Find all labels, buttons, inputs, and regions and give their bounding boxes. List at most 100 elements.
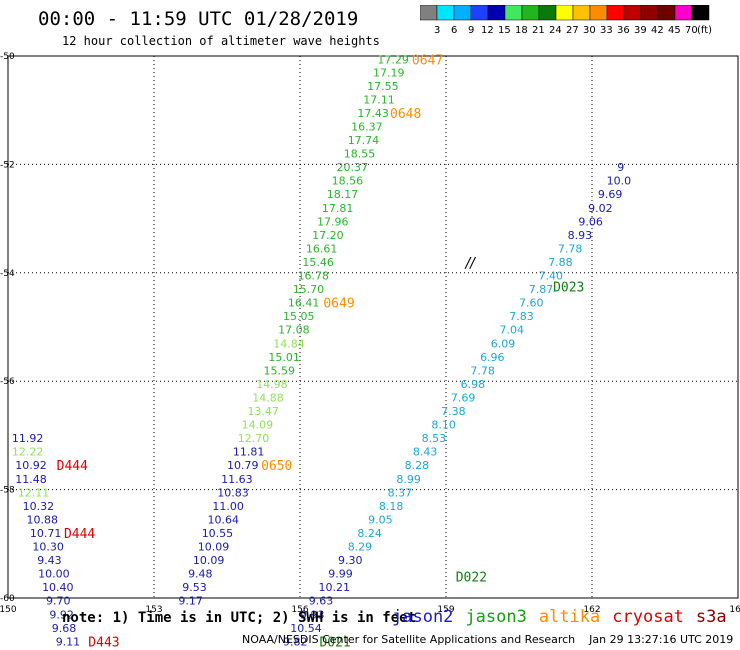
swh-point-label: 9 xyxy=(617,161,624,174)
swh-point-label: 7.38 xyxy=(441,405,466,418)
swh-point-label: 10.55 xyxy=(202,527,234,540)
pass-time-label: D444 xyxy=(64,527,95,542)
swh-point-label: 7.87 xyxy=(529,283,554,296)
swh-point-label: 16.78 xyxy=(298,270,330,283)
swh-point-label: 11.92 xyxy=(12,432,44,445)
swh-point-label: 10.92 xyxy=(15,459,47,472)
swh-point-label: 17.19 xyxy=(373,66,405,79)
swh-point-label: 10.00 xyxy=(38,568,70,581)
swh-point-label: 15.59 xyxy=(264,364,296,377)
swh-point-label: 8.29 xyxy=(348,541,373,554)
swh-point-label: 16.37 xyxy=(351,120,383,133)
pass-time-label: D021 xyxy=(319,635,350,650)
swh-point-label: 14.84 xyxy=(273,337,305,350)
swh-point-label: 10.71 xyxy=(30,527,62,540)
swh-point-label: 8.24 xyxy=(357,527,382,540)
color-scale-label: 36 xyxy=(617,25,630,36)
x-tick-label: 162 xyxy=(583,605,600,615)
swh-point-label: 8.53 xyxy=(422,432,447,445)
swh-point-label: 17.55 xyxy=(367,80,399,93)
swh-point-label: 9.30 xyxy=(338,554,363,567)
swh-point-label: 6.98 xyxy=(461,378,486,391)
color-scale-label: 18 xyxy=(515,25,528,36)
swh-point-label: 10.83 xyxy=(217,486,249,499)
color-scale-unit: (ft) xyxy=(697,25,712,36)
swh-point-label: 14.09 xyxy=(242,419,274,432)
chart-title: 00:00 - 11:59 UTC 01/28/2019 xyxy=(38,8,359,30)
swh-point-label: 9.70 xyxy=(46,595,71,608)
swh-point-label: 9.48 xyxy=(188,568,213,581)
color-scale-label: 27 xyxy=(566,25,579,36)
swh-point-label: 17.20 xyxy=(312,229,344,242)
footer-note: note: 1) Time is in UTC; 2) SWH is in fe… xyxy=(62,610,417,626)
swh-point-label: 7.60 xyxy=(519,297,544,310)
pass-time-label: D444 xyxy=(57,459,88,474)
swh-point-label: 10.32 xyxy=(23,500,54,513)
swh-point-label: 12.11 xyxy=(18,486,50,499)
satellite-legend: jason2 jason3 altika cryosat s3a xyxy=(392,607,739,627)
swh-point-label: 15.05 xyxy=(283,310,315,323)
swh-point-label: 9.05 xyxy=(368,513,393,526)
x-tick-label: 153 xyxy=(145,605,162,615)
swh-point-label: 10.09 xyxy=(198,541,230,554)
x-tick-label: 150 xyxy=(0,605,17,615)
swh-point-label: 17.43 xyxy=(357,107,389,120)
plot-border xyxy=(7,55,739,599)
pass-time-label: D022 xyxy=(456,570,487,585)
swh-point-label: 9.63 xyxy=(309,595,334,608)
satellite-legend-jason3: jason3 xyxy=(465,607,527,627)
color-swatch xyxy=(691,5,710,21)
color-scale-label: 15 xyxy=(498,25,511,36)
y-tick-label: -58 xyxy=(0,486,15,496)
swh-point-label: 9.17 xyxy=(178,595,203,608)
swh-point-label: 17.74 xyxy=(348,134,380,147)
swh-point-label: 14.98 xyxy=(256,378,288,391)
color-scale-label: 12 xyxy=(481,25,494,36)
swh-point-label: 11.48 xyxy=(15,473,47,486)
pass-time-label: D443 xyxy=(88,635,119,650)
swh-point-label: 12.22 xyxy=(12,446,44,459)
swh-point-label: 14.88 xyxy=(252,391,284,404)
swh-point-label: 17.96 xyxy=(317,215,349,228)
y-tick-label: -56 xyxy=(0,377,15,387)
swh-point-label: 7.04 xyxy=(500,324,525,337)
swh-point-label: 8.10 xyxy=(431,419,456,432)
swh-point-label: 9.02 xyxy=(588,202,613,215)
color-scale-label: 3 xyxy=(434,25,440,36)
swh-point-label: 9.68 xyxy=(52,622,77,635)
swh-point-label: 10.40 xyxy=(42,581,74,594)
swh-point-label: 8.18 xyxy=(379,500,404,513)
color-scale-label: 6 xyxy=(451,25,457,36)
color-scale-label: 70 xyxy=(685,25,698,36)
swh-point-label: 9.06 xyxy=(578,215,603,228)
color-scale-label: 33 xyxy=(600,25,613,36)
pass-time-label: 0649 xyxy=(323,297,354,312)
swh-point-label: 8.43 xyxy=(413,446,438,459)
swh-point-label: 16.61 xyxy=(306,242,338,255)
footer-credit: NOAA/NESDIS Center for Satellite Applica… xyxy=(242,633,734,646)
swh-point-label: 17.11 xyxy=(363,93,395,106)
color-scale-label: 9 xyxy=(468,25,474,36)
swh-point-label: 7.83 xyxy=(509,310,534,323)
pass-time-label: D023 xyxy=(553,280,584,295)
satellite-legend-jason2: jason2 xyxy=(392,607,454,627)
swh-point-label: 10.79 xyxy=(227,459,259,472)
swh-point-label: 15.46 xyxy=(302,256,334,269)
ice-flag-mark: // xyxy=(463,255,476,271)
swh-point-label: 15.01 xyxy=(268,351,300,364)
swh-point-label: 10.0 xyxy=(607,175,632,188)
swh-point-label: 7.78 xyxy=(470,364,495,377)
y-tick-label: -52 xyxy=(0,160,15,170)
pass-time-label: 0647 xyxy=(412,53,443,68)
swh-point-label: 8.28 xyxy=(405,459,430,472)
swh-point-label: 6.09 xyxy=(491,337,515,350)
swh-point-label: 9.43 xyxy=(37,554,62,567)
swh-point-label: 17.29 xyxy=(377,53,409,66)
swh-point-label: 9.53 xyxy=(182,581,207,594)
swh-point-label: 11.63 xyxy=(221,473,253,486)
pass-time-label: 0648 xyxy=(390,107,421,122)
swh-point-label: 10.30 xyxy=(32,541,64,554)
swh-point-label: 13.47 xyxy=(247,405,279,418)
swh-point-label: 9.11 xyxy=(56,635,80,648)
